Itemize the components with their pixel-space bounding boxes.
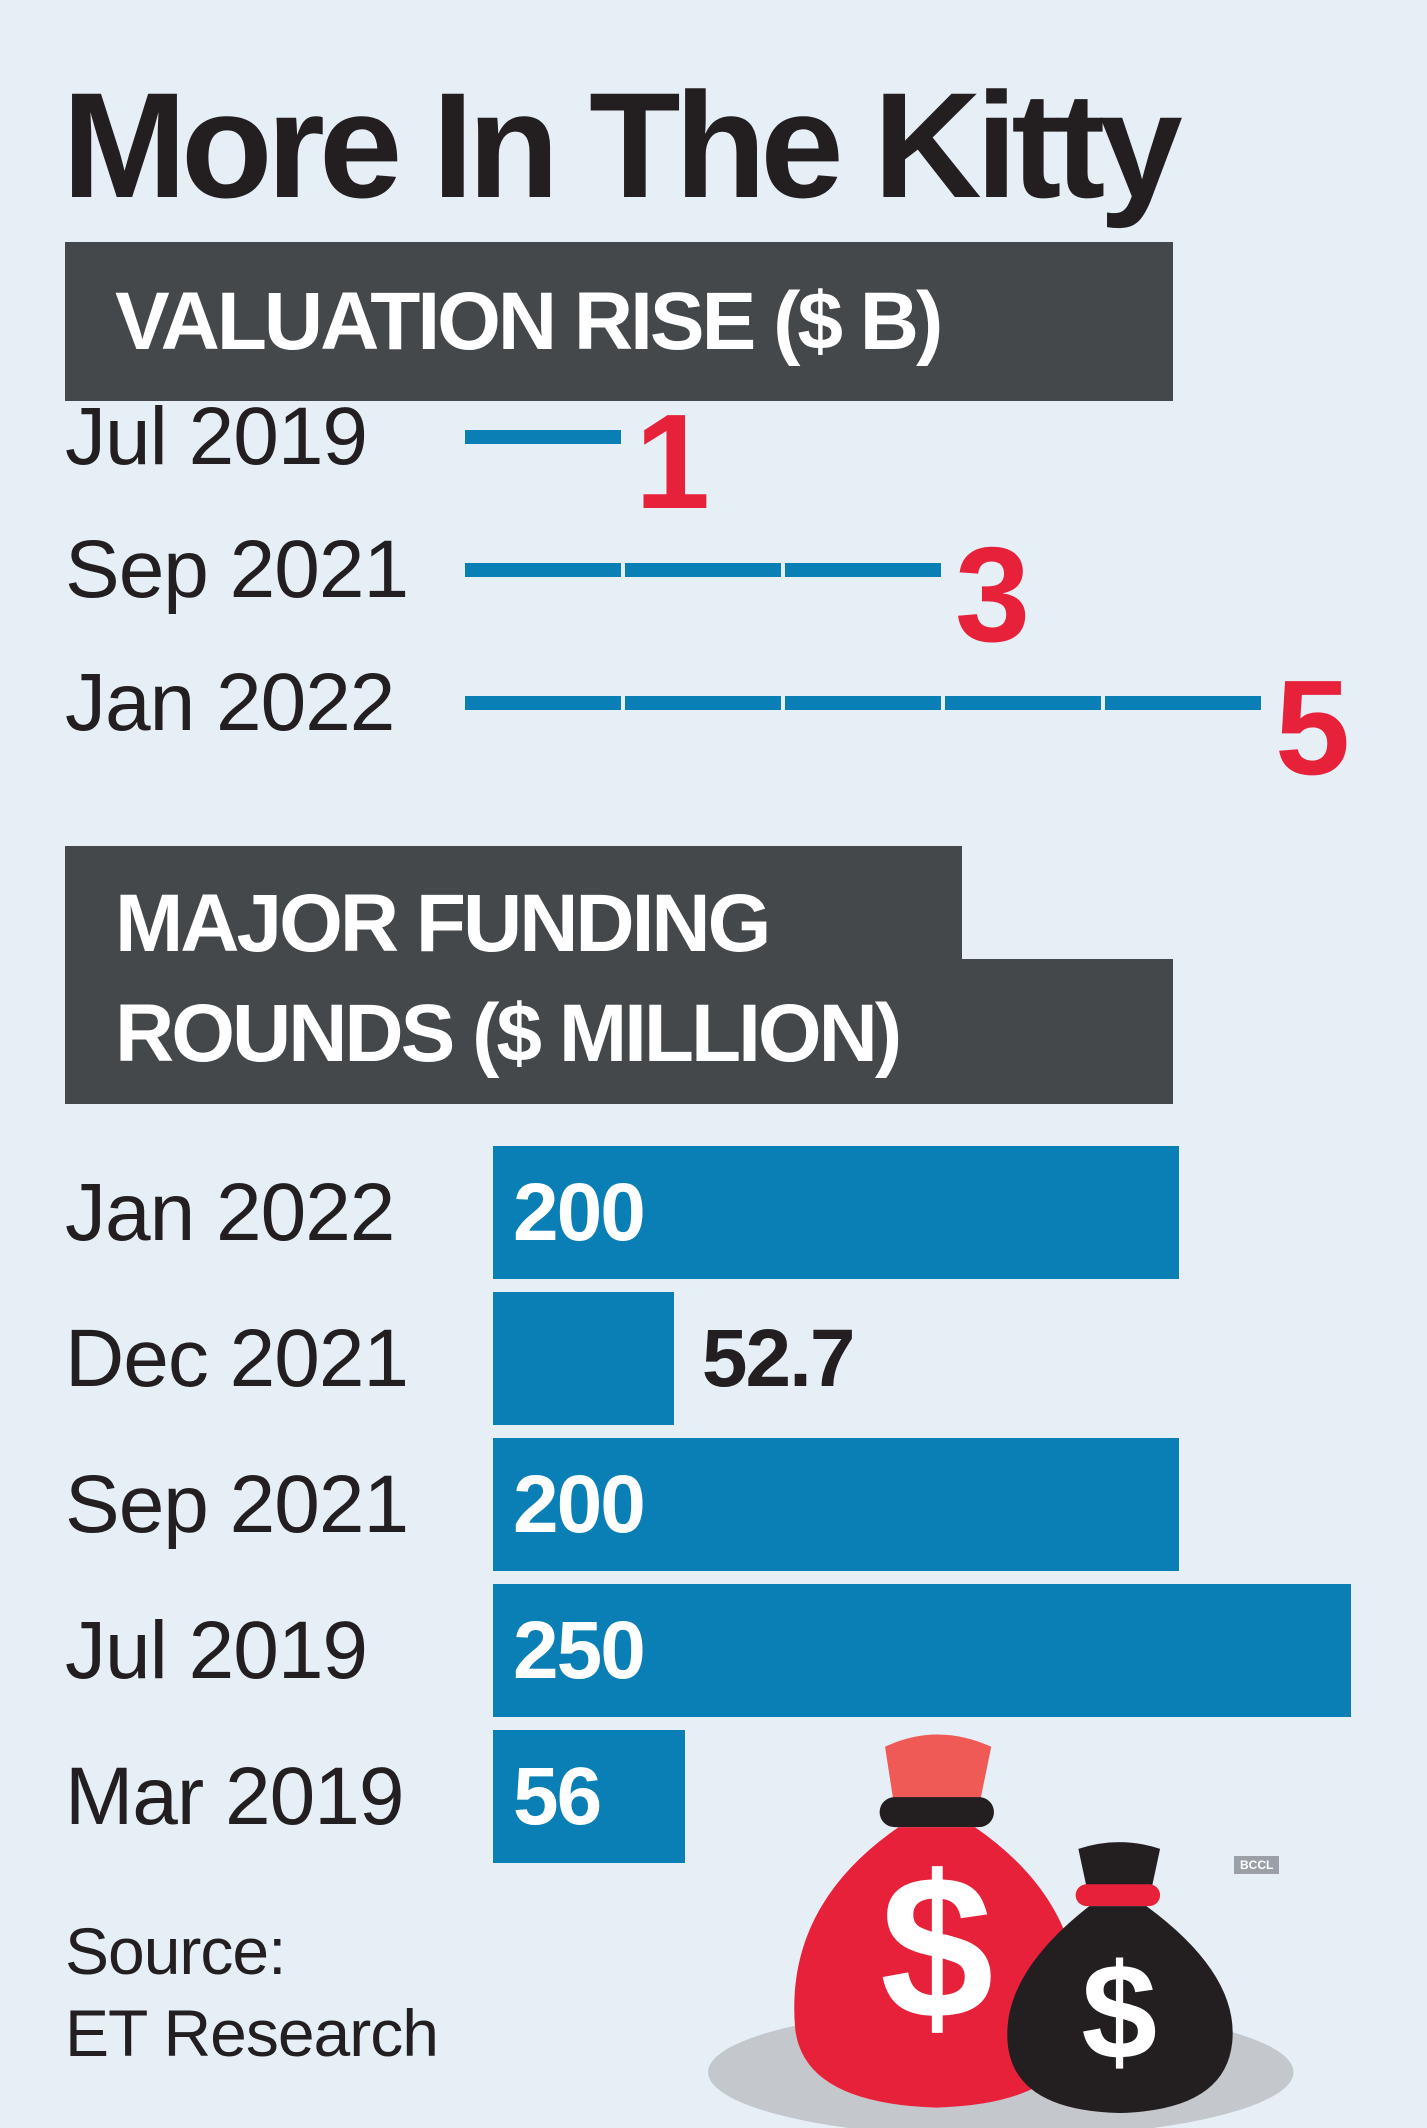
bar [493, 1292, 674, 1425]
value-label: 250 [513, 1604, 646, 1696]
category-label: Sep 2021 [65, 524, 409, 615]
value-label: 200 [513, 1458, 646, 1550]
value-label: 5 [1275, 652, 1351, 803]
bag-top [1078, 1842, 1161, 1888]
bag-top [885, 1734, 992, 1800]
category-label: Dec 2021 [65, 1312, 409, 1404]
credit: BCCL [1234, 1856, 1280, 1874]
chart-title: VALUATION RISE ($ B) [115, 276, 943, 367]
header-box [65, 242, 1173, 401]
bar [493, 1730, 686, 1863]
bag-tie [879, 1797, 994, 1828]
category-label: Jul 2019 [65, 391, 368, 482]
value-label: 200 [513, 1166, 646, 1258]
value-label: 52.7 [701, 1312, 856, 1404]
chart-title: MAJOR FUNDING [115, 878, 771, 969]
main-title: More In The Kitty [62, 61, 1183, 229]
category-label: Jan 2022 [65, 1166, 395, 1258]
category-label: Sep 2021 [65, 1458, 409, 1550]
bar [493, 1146, 1180, 1279]
header-box [65, 846, 962, 960]
bar [465, 563, 945, 577]
bar [493, 1438, 1180, 1571]
category-label: Jul 2019 [65, 1604, 368, 1696]
dollar-icon: $ [1081, 1936, 1157, 2088]
value-label: 3 [955, 519, 1031, 670]
bag-tie [1075, 1884, 1161, 1907]
chart-title: ROUNDS ($ MILLION) [115, 988, 902, 1079]
value-label: 1 [635, 386, 711, 537]
header-box [65, 959, 1173, 1104]
category-label: Mar 2019 [65, 1750, 404, 1842]
bar [493, 1584, 1351, 1717]
category-label: Jan 2022 [65, 657, 395, 748]
bag-body [1007, 1906, 1233, 2114]
value-label: 56 [513, 1750, 602, 1842]
source: ET Research [65, 1996, 439, 2070]
source: Source: [65, 1914, 286, 1988]
dollar-icon: $ [880, 1834, 994, 2062]
bar [465, 430, 625, 444]
bar [465, 696, 1265, 710]
